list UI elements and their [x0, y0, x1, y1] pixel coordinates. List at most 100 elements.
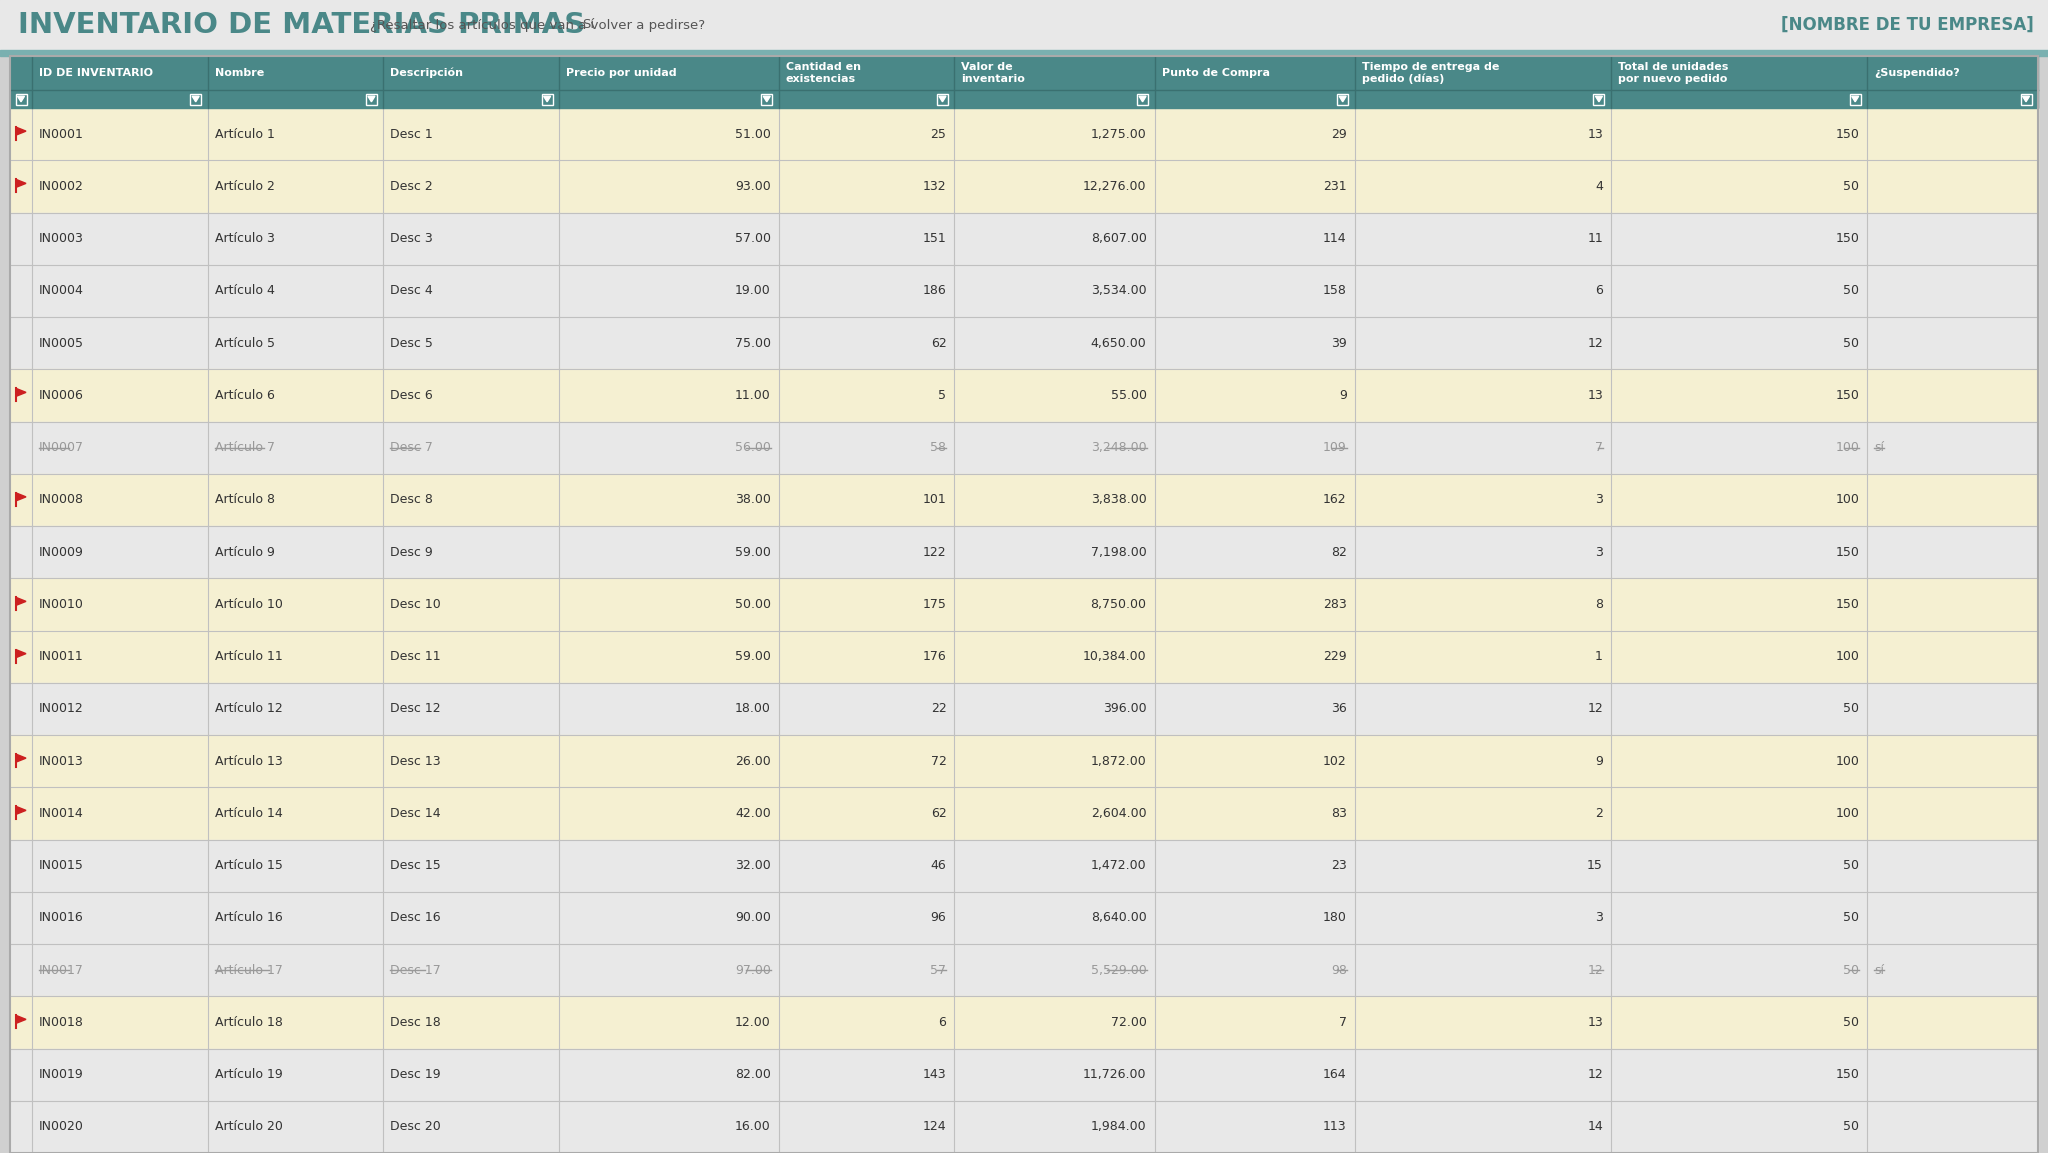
Text: Artículo 3: Artículo 3 [215, 232, 274, 246]
Text: 12.00: 12.00 [735, 1016, 770, 1028]
Text: 3,534.00: 3,534.00 [1092, 285, 1147, 297]
Text: IN0001: IN0001 [39, 128, 84, 141]
Bar [10, 1101, 2038, 1153]
Text: 2,604.00: 2,604.00 [1092, 807, 1147, 820]
Bar [10, 317, 2038, 369]
Polygon shape [1595, 96, 1602, 101]
Text: 23: 23 [1331, 859, 1348, 872]
Text: 62: 62 [930, 337, 946, 349]
Text: 93.00: 93.00 [735, 180, 770, 193]
Text: 100: 100 [1835, 650, 1860, 663]
Bar [10, 839, 2038, 891]
Text: 50: 50 [1843, 285, 1860, 297]
Text: 11.00: 11.00 [735, 389, 770, 402]
Text: 3: 3 [1595, 545, 1604, 558]
Polygon shape [938, 96, 946, 101]
Bar [0, 0, 2048, 50]
Bar [10, 944, 2038, 996]
Bar [10, 1048, 2038, 1101]
Bar [10, 996, 2038, 1048]
Bar [10, 160, 2038, 212]
Text: Descripción: Descripción [391, 68, 463, 78]
Text: 50: 50 [1843, 337, 1860, 349]
Text: 50: 50 [1843, 1121, 1860, 1133]
Text: Desc 4: Desc 4 [391, 285, 434, 297]
Text: Desc 9: Desc 9 [391, 545, 434, 558]
Text: Artículo 17: Artículo 17 [215, 964, 283, 977]
Text: Desc 20: Desc 20 [391, 1121, 440, 1133]
Text: 14: 14 [1587, 1121, 1604, 1133]
Text: Artículo 19: Artículo 19 [215, 1068, 283, 1082]
Text: 150: 150 [1835, 545, 1860, 558]
Text: 55.00: 55.00 [1110, 389, 1147, 402]
Polygon shape [543, 96, 551, 101]
Text: IN0016: IN0016 [39, 911, 84, 925]
Text: 59.00: 59.00 [735, 545, 770, 558]
Text: IN0009: IN0009 [39, 545, 84, 558]
Text: 75.00: 75.00 [735, 337, 770, 349]
Text: Desc 17: Desc 17 [391, 964, 440, 977]
Text: Cantidad en
existencias: Cantidad en existencias [786, 62, 860, 84]
Text: Desc 10: Desc 10 [391, 598, 440, 611]
Text: Total de unidades
por nuevo pedido: Total de unidades por nuevo pedido [1618, 62, 1729, 84]
Text: Artículo 6: Artículo 6 [215, 389, 274, 402]
Text: 98: 98 [1331, 964, 1348, 977]
Bar [10, 369, 2038, 422]
Text: IN0013: IN0013 [39, 754, 84, 768]
Polygon shape [16, 389, 27, 397]
Bar [10, 787, 2038, 839]
Text: Desc 19: Desc 19 [391, 1068, 440, 1082]
Text: 151: 151 [924, 232, 946, 246]
Text: IN0014: IN0014 [39, 807, 84, 820]
Text: 96: 96 [930, 911, 946, 925]
Polygon shape [16, 127, 27, 135]
Text: 13: 13 [1587, 128, 1604, 141]
Text: 101: 101 [924, 493, 946, 506]
Polygon shape [16, 806, 27, 814]
Text: [NOMBRE DE TU EMPRESA]: [NOMBRE DE TU EMPRESA] [1782, 16, 2034, 33]
Text: Desc 16: Desc 16 [391, 911, 440, 925]
Text: 150: 150 [1835, 128, 1860, 141]
Text: 18.00: 18.00 [735, 702, 770, 715]
Text: Artículo 18: Artículo 18 [215, 1016, 283, 1028]
Text: Desc 3: Desc 3 [391, 232, 434, 246]
Text: Desc 2: Desc 2 [391, 180, 434, 193]
Polygon shape [16, 754, 27, 762]
Text: Artículo 1: Artículo 1 [215, 128, 274, 141]
Text: 158: 158 [1323, 285, 1348, 297]
Bar [10, 579, 2038, 631]
Text: 25: 25 [930, 128, 946, 141]
Polygon shape [1139, 96, 1147, 101]
Text: 100: 100 [1835, 493, 1860, 506]
Text: 150: 150 [1835, 1068, 1860, 1082]
Text: sí: sí [1874, 964, 1884, 977]
Text: Nombre: Nombre [215, 68, 264, 78]
Text: 97.00: 97.00 [735, 964, 770, 977]
Text: 5,529.00: 5,529.00 [1092, 964, 1147, 977]
Text: 38.00: 38.00 [735, 493, 770, 506]
Text: 11,726.00: 11,726.00 [1083, 1068, 1147, 1082]
Text: Artículo 14: Artículo 14 [215, 807, 283, 820]
Text: 42.00: 42.00 [735, 807, 770, 820]
Polygon shape [16, 649, 27, 657]
Text: 180: 180 [1323, 911, 1348, 925]
Text: 6: 6 [938, 1016, 946, 1028]
Text: IN0002: IN0002 [39, 180, 84, 193]
Text: 72.00: 72.00 [1110, 1016, 1147, 1028]
Text: sí: sí [1874, 442, 1884, 454]
Text: ¿Resaltar los artículos que van a volver a pedirse?: ¿Resaltar los artículos que van a volver… [371, 18, 705, 31]
Bar [10, 526, 2038, 579]
Text: IN0008: IN0008 [39, 493, 84, 506]
Bar [10, 56, 2038, 108]
Polygon shape [16, 1016, 27, 1024]
Text: 7: 7 [1595, 442, 1604, 454]
Text: Desc 11: Desc 11 [391, 650, 440, 663]
Text: 114: 114 [1323, 232, 1348, 246]
Text: Desc 13: Desc 13 [391, 754, 440, 768]
Text: Artículo 8: Artículo 8 [215, 493, 274, 506]
Text: Artículo 20: Artículo 20 [215, 1121, 283, 1133]
Text: 29: 29 [1331, 128, 1348, 141]
Text: Artículo 11: Artículo 11 [215, 650, 283, 663]
Text: 15: 15 [1587, 859, 1604, 872]
Text: 100: 100 [1835, 754, 1860, 768]
